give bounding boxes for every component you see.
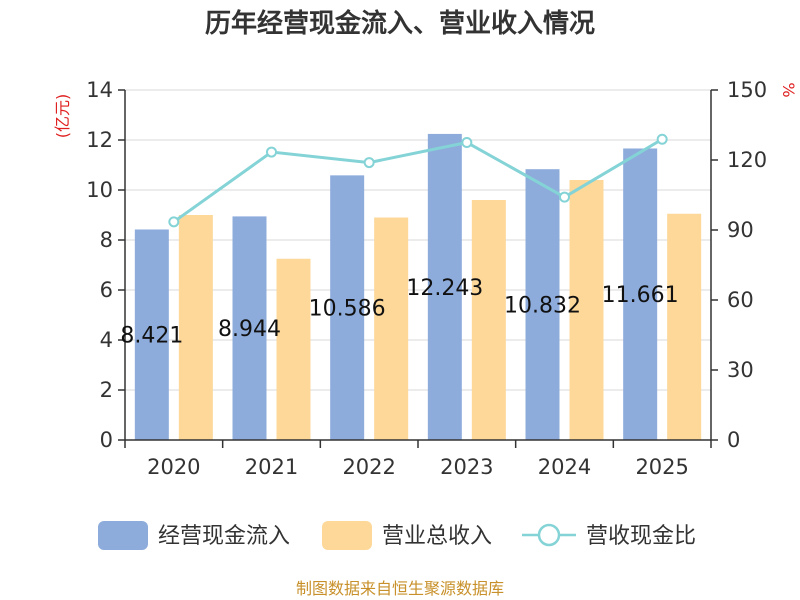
- legend-item-revenue: 营业总收入: [322, 521, 492, 550]
- legend-label: 经营现金流入: [158, 524, 290, 549]
- data-label: 11.661: [602, 283, 679, 308]
- bar-cash-inflow: [427, 133, 462, 441]
- bars: [134, 133, 702, 441]
- ratio-point: [656, 133, 668, 145]
- ratio-point: [168, 216, 180, 228]
- y-left-tick-label: 10: [86, 178, 113, 202]
- bar-revenue: [276, 258, 311, 440]
- x-tick-label: 2020: [147, 455, 200, 479]
- data-label: 10.832: [504, 294, 581, 319]
- data-label: 8.944: [218, 317, 281, 342]
- legend-label: 营收现金比: [586, 524, 696, 549]
- legend-item-cash-inflow: 经营现金流入: [98, 521, 290, 550]
- y-right-tick-label: 150: [727, 78, 767, 102]
- legend-swatch: [322, 521, 372, 550]
- bar-cash-inflow: [330, 175, 365, 440]
- legend: 经营现金流入 营业总收入 营收现金比: [98, 521, 696, 550]
- y-left-tick-label: 8: [100, 228, 113, 252]
- y-left-tick-label: 0: [100, 428, 113, 452]
- chart-title: 历年经营现金流入、营业收入情况: [205, 8, 595, 39]
- x-tick-label: 2021: [245, 455, 298, 479]
- legend-swatch: [98, 521, 148, 550]
- bar-revenue: [471, 200, 506, 440]
- bar-cash-inflow: [232, 216, 267, 440]
- y-left-tick-label: 6: [100, 278, 113, 302]
- y-right-axis-label: %: [779, 82, 798, 97]
- x-tick-label: 2025: [635, 455, 688, 479]
- x-tick-label: 2022: [342, 455, 395, 479]
- data-labels: 8.421 8.944 10.586 12.243 10.832 11.661: [120, 276, 678, 349]
- ratio-point: [461, 137, 473, 148]
- ratio-line: [168, 133, 668, 228]
- legend-marker: [537, 523, 561, 547]
- y-right-tick-label: 90: [727, 218, 754, 242]
- y-left-axis-label: (亿元): [53, 94, 72, 139]
- y-right-tick-label: 30: [727, 358, 754, 382]
- data-label: 8.421: [120, 324, 183, 349]
- ratio-point: [363, 157, 375, 169]
- data-label: 10.586: [309, 297, 386, 322]
- ratio-line-path: [172, 137, 663, 224]
- bar-cash-inflow: [623, 148, 658, 440]
- bar-revenue: [178, 215, 213, 440]
- bar-cash-inflow: [525, 169, 560, 440]
- y-left-tick-label: 14: [86, 78, 113, 102]
- y-left-tick-label: 12: [86, 128, 113, 152]
- legend-label: 营业总收入: [382, 524, 492, 549]
- axes: 0 2 4 6 8 10 12 14 0 30 60 90 120 150 2020 2021 2022 2023…: [86, 78, 767, 479]
- data-label: 12.243: [406, 276, 483, 301]
- y-right-tick-label: 0: [727, 428, 740, 452]
- y-right-tick-label: 60: [727, 288, 754, 312]
- y-left-tick-label: 2: [100, 378, 113, 402]
- bar-revenue: [667, 213, 702, 440]
- bar-revenue: [374, 217, 409, 440]
- y-left-tick-label: 4: [100, 328, 113, 352]
- legend-item-ratio: 营收现金比: [522, 523, 696, 549]
- x-tick-label: 2023: [440, 455, 493, 479]
- bar-cash-inflow: [134, 229, 169, 440]
- ratio-point: [266, 146, 277, 158]
- ratio-point: [559, 191, 570, 203]
- gridlines: [125, 89, 711, 441]
- y-right-tick-label: 120: [727, 148, 767, 172]
- x-tick-label: 2024: [538, 455, 591, 479]
- source-note: 制图数据来自恒生聚源数据库: [296, 579, 504, 598]
- bar-revenue: [569, 180, 604, 440]
